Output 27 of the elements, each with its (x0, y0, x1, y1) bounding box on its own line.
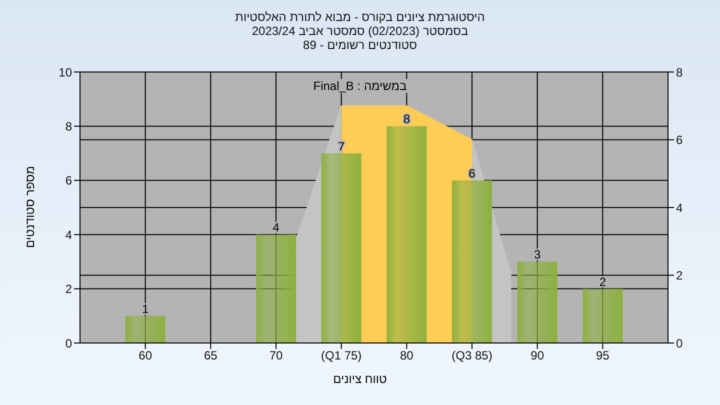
x-tick-label: 65 (204, 348, 218, 363)
x-tick-label: (Q3 85) (452, 348, 492, 363)
x-tick-label: (Q1 75) (320, 348, 362, 363)
y2-tick-label: 8 (676, 65, 683, 80)
x-tick-label: 90 (530, 348, 544, 363)
y-tick-label: 6 (65, 174, 72, 188)
x-tick-label: 80 (400, 348, 414, 363)
x-tick-label: 70 (269, 348, 283, 363)
data-label: 6 (468, 166, 476, 180)
x-tick-label: 60 (138, 348, 152, 363)
y-tick-label: 10 (58, 65, 72, 80)
chart-title: היסטוגרמת ציונים בקורס - מבוא לתורת האלסטיות (234, 10, 486, 24)
data-label: 7 (338, 139, 346, 154)
y2-tick-label: 0 (676, 336, 683, 350)
y-tick-label: 4 (65, 228, 72, 242)
annotation: במשימה : Final_B (311, 79, 409, 93)
y2-tick-label: 6 (676, 133, 683, 148)
x-tick-label: 95 (596, 348, 610, 363)
y-tick-label: 8 (65, 119, 72, 134)
x-axis-title: טווח ציונים (332, 372, 388, 386)
y2-tick-label: 4 (676, 200, 683, 215)
chart-subtitle: בסמסטר (02/2023) סמסטר אביב 2023/24 סטודנטים רשומים - 89 (250, 24, 470, 52)
y-tick-label: 2 (65, 282, 72, 296)
data-label: 8 (403, 112, 410, 126)
y-tick-label: 0 (65, 336, 72, 350)
y-axis-title: מספר סטודנטים (23, 166, 37, 248)
y2-tick-label: 2 (676, 268, 683, 283)
